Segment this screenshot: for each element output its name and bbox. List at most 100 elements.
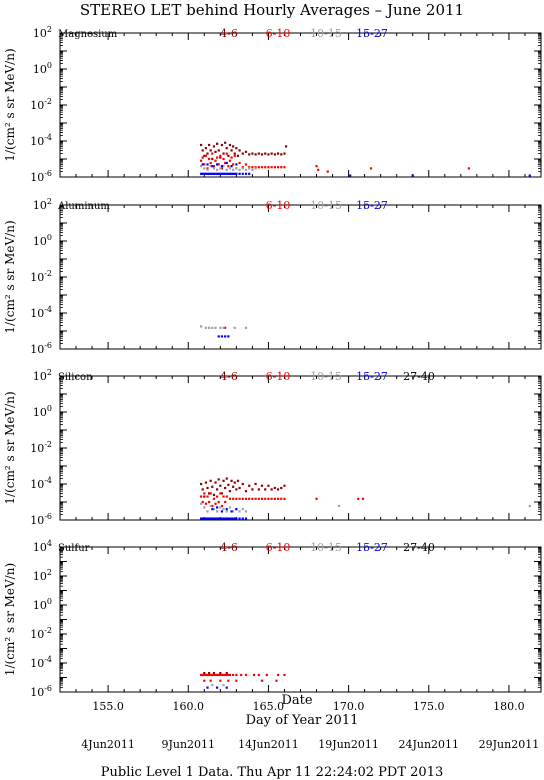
data-point-4-6 (257, 152, 260, 155)
data-point-4-6 (201, 488, 204, 491)
data-point-15-27 (224, 172, 227, 175)
data-point-15-27 (232, 172, 235, 175)
data-point-6-10 (204, 154, 208, 157)
data-point-6-10 (232, 673, 235, 677)
data-point-15-27 (233, 517, 236, 520)
data-point-6-10 (209, 679, 212, 682)
data-point-15-27 (248, 172, 251, 175)
data-point-6-10 (208, 500, 211, 504)
data-point-15-27 (238, 172, 241, 175)
data-point-15-27 (220, 165, 224, 168)
data-point-6-10 (206, 673, 209, 677)
data-point-15-27 (230, 165, 233, 168)
data-point-4-6 (222, 479, 225, 482)
data-point-6-10 (228, 673, 232, 677)
legend-15-27: 15-27 (356, 199, 388, 212)
data-point-4-6 (219, 484, 222, 487)
data-point-15-27 (217, 335, 220, 338)
data-point-10-15 (228, 506, 232, 509)
data-point-4-6 (219, 672, 222, 675)
data-point-6-10 (273, 497, 276, 500)
data-point-4-6 (284, 145, 288, 148)
data-point-6-10 (216, 495, 219, 498)
data-point-15-27 (204, 172, 208, 175)
data-point-15-27 (203, 172, 206, 175)
data-point-10-15 (251, 168, 254, 171)
data-point-10-15 (212, 508, 216, 511)
y-tick-label: 10-6 (30, 512, 52, 527)
data-point-10-15 (225, 168, 228, 171)
data-point-4-6 (283, 484, 286, 487)
data-point-10-15 (232, 168, 235, 171)
data-point-6-10 (214, 502, 217, 505)
data-point-10-15 (219, 326, 222, 329)
data-point-15-27 (219, 172, 222, 175)
x-tick-label: 160.0 (173, 700, 205, 713)
legend-10-15: 10-15 (310, 27, 342, 40)
data-point-15-27 (199, 172, 203, 175)
data-point-4-6 (241, 152, 244, 155)
data-point-15-27 (225, 161, 228, 165)
chart-title: STEREO LET behind Hourly Averages – June… (80, 1, 464, 19)
data-point-15-27 (216, 686, 219, 689)
data-point-4-6 (233, 152, 236, 155)
data-point-15-27 (211, 172, 214, 175)
data-point-4-6 (209, 479, 212, 482)
y-tick-label: 102 (33, 368, 52, 383)
data-point-15-27 (214, 517, 217, 520)
y-tick-label: 102 (33, 25, 52, 40)
data-point-6-10 (227, 673, 230, 677)
x-axis-label: Day of Year 2011 (246, 713, 359, 728)
data-point-4-6 (283, 152, 286, 155)
data-point-4-6 (235, 488, 238, 491)
data-point-6-10 (199, 495, 203, 498)
data-point-10-15 (212, 167, 216, 170)
data-point-6-10 (241, 497, 244, 500)
data-point-6-10 (209, 492, 212, 495)
data-point-6-10 (283, 673, 286, 677)
plot-frame (59, 32, 542, 178)
data-point-6-10 (220, 504, 224, 508)
legend-10-15: 10-15 (310, 199, 342, 212)
data-point-6-10 (235, 497, 238, 500)
data-point-6-10 (201, 156, 204, 159)
data-point-4-6 (273, 486, 276, 490)
data-point-6-10 (252, 673, 256, 677)
data-point-15-27 (208, 517, 211, 520)
x-tick-label: 155.0 (92, 700, 124, 713)
data-point-10-15 (254, 167, 257, 170)
data-point-15-27 (216, 163, 219, 166)
data-point-6-10 (233, 154, 236, 157)
data-point-4-6 (232, 145, 235, 148)
legend-10-15: 10-15 (310, 370, 342, 383)
data-point-4-6 (230, 479, 233, 482)
data-point-4-6 (209, 149, 212, 152)
data-point-10-15 (203, 506, 206, 509)
data-point-6-10 (219, 679, 222, 682)
data-point-6-10 (270, 497, 273, 500)
data-point-10-15 (216, 168, 219, 171)
data-point-15-27 (230, 510, 233, 513)
data-point-4-6 (216, 142, 219, 145)
data-point-6-10 (248, 166, 251, 169)
data-point-6-10 (212, 673, 216, 677)
data-point-10-15 (241, 508, 244, 511)
data-point-6-10 (361, 497, 365, 500)
data-point-6-10 (214, 673, 217, 677)
data-point-15-27 (209, 172, 212, 175)
data-point-10-15 (199, 325, 203, 328)
data-point-4-6 (214, 481, 217, 484)
data-point-6-10 (275, 679, 278, 682)
data-point-15-27 (206, 163, 209, 166)
data-point-6-10 (283, 166, 286, 169)
data-point-4-6 (216, 488, 219, 491)
data-point-15-27 (212, 172, 216, 175)
data-point-15-27 (216, 506, 219, 509)
data-point-6-10 (214, 159, 217, 162)
date-tick-label: 19Jun2011 (318, 738, 379, 751)
data-point-15-27 (220, 172, 224, 175)
data-point-4-6 (199, 143, 203, 147)
data-point-15-27 (211, 517, 214, 520)
plot-frame (59, 204, 542, 350)
data-point-10-15 (528, 504, 531, 508)
